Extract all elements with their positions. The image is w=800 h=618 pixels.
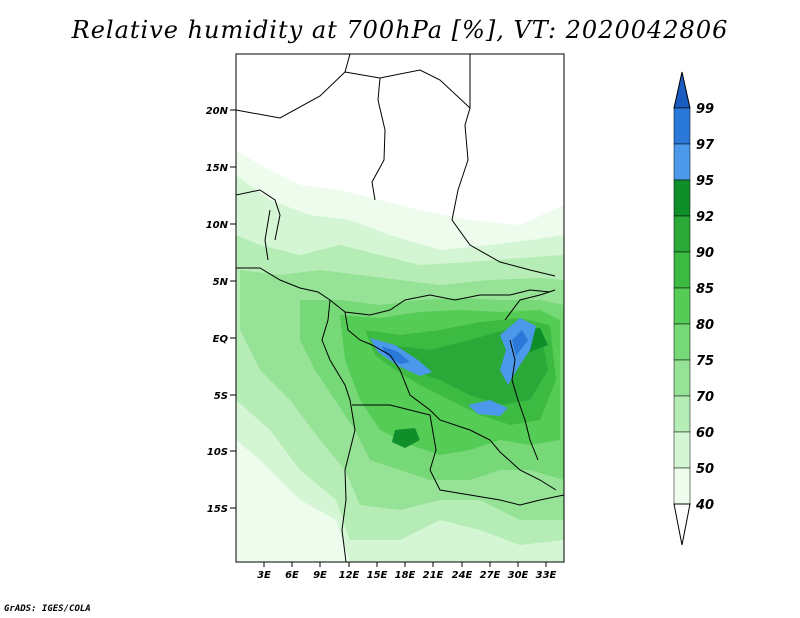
- colorbar-label: 75: [696, 354, 714, 369]
- colorbar-label: 50: [696, 462, 714, 477]
- lon-label: 12E: [339, 570, 360, 581]
- lat-label: 10N: [206, 220, 229, 231]
- colorbar-label: 70: [696, 390, 714, 405]
- border-lake-chad: [329, 289, 551, 316]
- colorbar-label: 85: [696, 282, 714, 297]
- colorbar: 99 97 95 92 90 85 80 75 70 60 50 40: [673, 71, 715, 546]
- colorbar-label: 90: [696, 246, 714, 261]
- colorbar-swatch: [673, 359, 691, 397]
- grads-credit: GrADS: IGES/COLA: [4, 604, 91, 614]
- lon-label: 27E: [480, 570, 501, 581]
- humidity-area-97: [382, 330, 528, 364]
- border-lakes: [504, 289, 556, 461]
- colorbar-swatch: [673, 143, 691, 181]
- lat-label: EQ: [213, 334, 229, 345]
- colorbar-label: 40: [695, 498, 714, 513]
- lon-ticks: [263, 562, 547, 567]
- colorbar-swatch: [673, 251, 691, 289]
- colorbar-swatch: [673, 215, 691, 253]
- border-south: [352, 404, 564, 506]
- lat-label: 10S: [207, 447, 228, 458]
- colorbar-label: 60: [696, 426, 714, 441]
- colorbar-label: 99: [696, 102, 714, 117]
- lon-label: 6E: [285, 570, 299, 581]
- colorbar-label: 92: [696, 210, 714, 225]
- lat-label: 20N: [206, 106, 229, 117]
- lon-label: 9E: [313, 570, 327, 581]
- lon-label: 33E: [536, 570, 557, 581]
- colorbar-swatch: [673, 467, 691, 505]
- lon-label: 18E: [395, 570, 416, 581]
- lat-label: 15S: [207, 504, 228, 515]
- lat-label: 5S: [214, 391, 228, 402]
- colorbar-swatch: [673, 179, 691, 217]
- lon-label: 21E: [423, 570, 444, 581]
- humidity-field: [236, 54, 564, 562]
- lat-label: 5N: [213, 277, 229, 288]
- colorbar-bottom-arrow: [673, 503, 691, 546]
- colorbar-swatch: [673, 323, 691, 361]
- coastline: [236, 267, 356, 562]
- lat-labels: 20N 15N 10N 5N EQ 5S 10S 15S: [206, 106, 229, 515]
- lon-label: 15E: [367, 570, 388, 581]
- lat-ticks: [230, 109, 236, 509]
- lon-labels: 3E 6E 9E 12E 15E 18E 21E 24E 27E 30E 33E: [257, 570, 556, 581]
- colorbar-label: 97: [696, 138, 715, 153]
- country-borders: [236, 54, 564, 562]
- colorbar-label: 95: [696, 174, 714, 189]
- colorbar-swatch: [673, 107, 691, 145]
- colorbar-top-arrow: [673, 71, 691, 109]
- lon-label: 3E: [257, 570, 271, 581]
- border-congo: [344, 311, 557, 491]
- page-title: Relative humidity at 700hPa [%], VT: 202…: [71, 16, 729, 44]
- colorbar-swatch: [673, 395, 691, 433]
- colorbar-swatch: [673, 431, 691, 469]
- border-west: [236, 189, 281, 261]
- lat-label: 15N: [206, 163, 229, 174]
- lon-label: 30E: [508, 570, 529, 581]
- colorbar-swatch: [673, 287, 691, 325]
- lon-label: 24E: [452, 570, 473, 581]
- border-nile: [379, 54, 556, 277]
- map-frame: [235, 53, 565, 563]
- humidity-area-95: [370, 318, 536, 416]
- colorbar-label: 80: [696, 318, 714, 333]
